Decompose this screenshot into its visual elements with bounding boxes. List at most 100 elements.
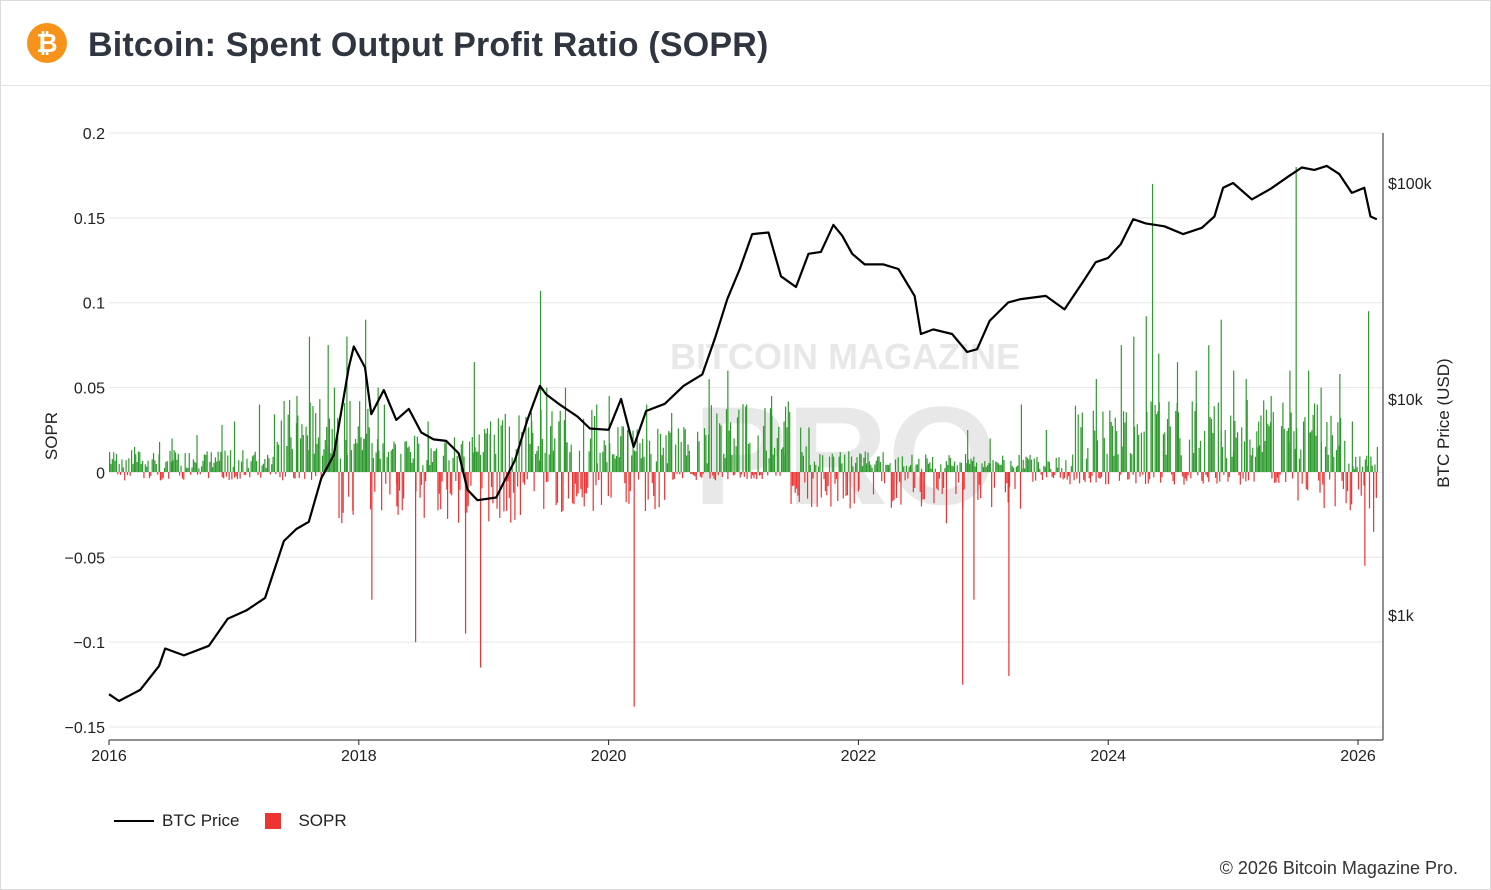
sopr-bar [580, 472, 582, 490]
sopr-bar [250, 461, 252, 472]
sopr-bar [621, 426, 623, 472]
y-left-axis-label: SOPR [42, 412, 61, 460]
sopr-bar [1015, 466, 1017, 472]
sopr-bar [773, 447, 776, 472]
sopr-bar [819, 454, 821, 472]
sopr-bar [354, 438, 357, 472]
sopr-bar [223, 472, 225, 479]
sopr-bar [359, 401, 361, 472]
sopr-bar [1146, 411, 1148, 472]
sopr-bar [1359, 456, 1361, 472]
sopr-bar [747, 444, 750, 472]
sopr-bar [742, 404, 744, 472]
sopr-bar [761, 472, 763, 479]
sopr-bar [1329, 472, 1331, 480]
sopr-bar [724, 458, 726, 472]
sopr-spike-bar [1308, 370, 1310, 472]
sopr-bar [196, 472, 199, 475]
sopr-bar [536, 450, 538, 472]
sopr-bar [1212, 432, 1214, 472]
sopr-bar [802, 455, 805, 472]
sopr-spike-bar [1120, 345, 1122, 472]
sopr-bar [1331, 435, 1333, 472]
sopr-bar [1223, 472, 1225, 475]
sopr-bar [804, 472, 806, 483]
sopr-bar [974, 466, 976, 472]
sopr-bar [948, 455, 950, 472]
legend-item-sopr[interactable]: SOPR [265, 811, 347, 831]
sopr-bar [136, 461, 138, 472]
sopr-bar [1172, 472, 1174, 482]
sopr-spike-bar [427, 421, 429, 472]
sopr-bar [860, 454, 862, 472]
sopr-bar [139, 452, 141, 472]
sopr-bar [881, 472, 883, 482]
sopr-bar [833, 456, 835, 472]
sopr-bar [1002, 455, 1004, 472]
sopr-bar [280, 420, 282, 472]
sopr-bar [581, 472, 583, 498]
sopr-bar [1149, 472, 1151, 480]
sopr-bar [1076, 472, 1078, 479]
sopr-bar [1047, 461, 1049, 472]
y-right-tick-label: $100k [1388, 176, 1433, 193]
sopr-spike-bar [1045, 430, 1047, 472]
sopr-bar [1083, 472, 1085, 480]
sopr-bar [1279, 472, 1281, 475]
sopr-bars [109, 166, 1378, 707]
sopr-bar [1033, 458, 1035, 472]
sopr-bar [404, 441, 406, 472]
sopr-spike-bar [1373, 472, 1375, 532]
sopr-spike-bar [539, 290, 542, 472]
sopr-spike-bar [858, 472, 860, 490]
sopr-bar [593, 416, 596, 472]
sopr-bar [603, 440, 605, 472]
y-left-tick-label: 0.2 [83, 126, 105, 143]
sopr-spike-bar [133, 446, 136, 472]
sopr-bar [936, 472, 938, 489]
sopr-bar [850, 456, 853, 472]
sopr-bar [1138, 434, 1140, 472]
sopr-bar [1268, 426, 1270, 472]
sopr-bar [552, 450, 554, 472]
sopr-bar [463, 456, 465, 472]
sopr-bar [288, 399, 291, 472]
sopr-bar [1201, 472, 1203, 481]
sopr-bar [257, 472, 259, 475]
sopr-bar [262, 463, 265, 472]
sopr-bar [791, 472, 794, 487]
sopr-bar [659, 433, 662, 472]
sopr-bar [125, 460, 127, 472]
sopr-bar [1073, 472, 1075, 481]
x-tick-label: 2020 [591, 748, 627, 765]
sopr-bar [213, 462, 215, 472]
sopr-spike-bar [1220, 319, 1222, 472]
sopr-bar [877, 456, 879, 472]
sopr-bar [1035, 472, 1037, 481]
sopr-bar [470, 472, 472, 486]
sopr-bar [212, 467, 214, 472]
sopr-bar [996, 462, 998, 472]
sopr-bar [291, 449, 293, 472]
sopr-bar [174, 452, 177, 472]
sopr-bar [554, 438, 556, 472]
legend-item-btc-price[interactable]: BTC Price [114, 811, 239, 831]
sopr-bar [155, 464, 157, 472]
sopr-bar [716, 413, 718, 472]
sopr-bar [866, 463, 868, 472]
sopr-bar [168, 472, 170, 479]
sopr-spike-bar [315, 413, 317, 472]
sopr-bar [305, 426, 307, 472]
sopr-bar [1074, 405, 1077, 472]
sopr-bar [506, 472, 508, 511]
sopr-bar [1267, 423, 1269, 472]
sopr-spike-bar [596, 404, 598, 472]
sopr-bar [1092, 410, 1094, 472]
sopr-bar [1213, 406, 1215, 472]
sopr-bar [1164, 432, 1166, 472]
sopr-spike-bar [1158, 353, 1160, 472]
sopr-bar [493, 434, 495, 472]
sopr-bar [440, 472, 442, 510]
sopr-bar [478, 434, 480, 472]
sopr-bar [398, 472, 401, 491]
